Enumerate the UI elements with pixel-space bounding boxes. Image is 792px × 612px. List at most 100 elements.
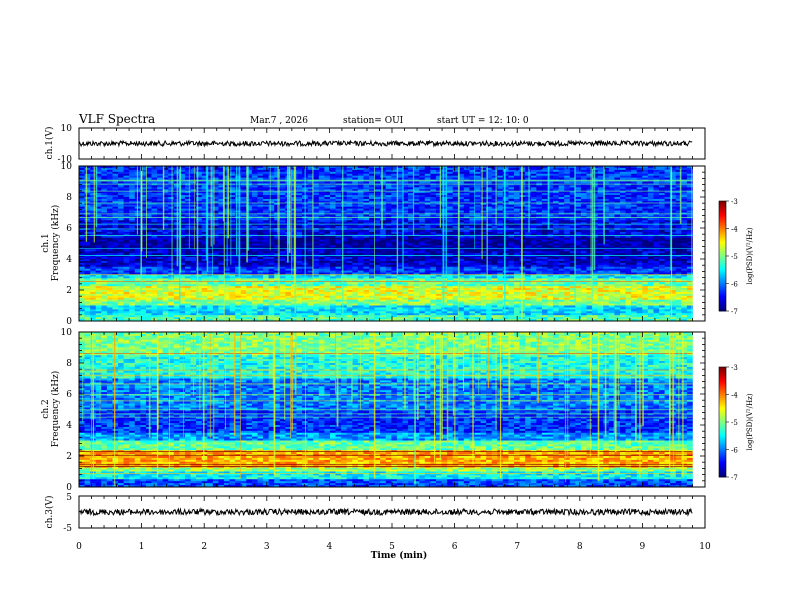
ch1-spectrogram-cell xyxy=(196,245,202,248)
ch1-spectrogram-cell xyxy=(90,191,97,194)
ch1-spectrogram-cell xyxy=(279,206,286,209)
ch1-spectrogram-cell xyxy=(140,169,147,173)
ch1-spectrogram-cell xyxy=(240,181,247,184)
ch1-spectrogram-cell xyxy=(402,195,409,198)
ch1-spectrogram-cell xyxy=(374,191,381,194)
ch1-spectrogram-cell xyxy=(419,206,426,209)
ch1-spectrogram-cell xyxy=(145,214,152,217)
ch1-spectrogram-cell xyxy=(530,173,537,176)
ch1-spectrogram-cell xyxy=(251,177,258,180)
ch1-spectrogram-cell xyxy=(363,177,370,180)
ch1-spectrogram-cell xyxy=(553,197,559,200)
ch1-spectrogram-cell xyxy=(558,229,565,233)
ch1-spectrogram-cell xyxy=(642,198,649,202)
ch1-spectrogram-cell xyxy=(642,169,649,173)
ch1-spectrogram-cell xyxy=(419,175,426,178)
ch1-spectrogram-cell xyxy=(580,169,587,173)
ch1-spectrogram-cell xyxy=(257,239,264,242)
ch1-spectrogram-cell xyxy=(145,239,152,242)
ch1-spectrogram-cell xyxy=(675,245,682,248)
ch1-spectrogram-cell xyxy=(625,237,632,240)
ch1-spectrogram-cell xyxy=(229,191,236,194)
ch1-spectrogram-cell xyxy=(541,202,548,206)
ch1-spectrogram-cell xyxy=(140,229,147,233)
ch1-spectrogram-cell xyxy=(118,193,124,196)
ch1-spectrogram-cell xyxy=(279,235,286,238)
ch1-spectrogram-cell xyxy=(235,204,242,207)
ch1-spectrogram-cell xyxy=(106,202,113,206)
ch1-spectrogram-cell xyxy=(402,167,409,171)
ch1-spectrogram-cell xyxy=(313,239,320,242)
ch1-spectrogram-cell xyxy=(352,177,359,180)
ch1-spectrogram-cell xyxy=(670,249,677,252)
ch1-spectrogram-cell xyxy=(636,222,643,225)
ch1-spectrogram-cell xyxy=(508,210,515,213)
ch1-spectrogram-cell xyxy=(235,251,242,254)
ch1-spectrogram-cell xyxy=(140,222,147,225)
ch1-spectrogram-cell xyxy=(497,167,504,171)
ch1-spectrogram-cell xyxy=(580,220,587,223)
ch1-spectrogram-cell xyxy=(458,177,465,180)
ch1-spectrogram-cell xyxy=(329,200,336,204)
ch1-spectrogram-cell xyxy=(140,173,147,176)
ch1-spectrogram-cell xyxy=(664,181,671,184)
ch1-spectrogram-cell xyxy=(346,200,353,204)
ch1-spectrogram-cell xyxy=(441,243,448,246)
ch1-spectrogram-cell xyxy=(151,171,158,175)
ch1-spectrogram-cell xyxy=(508,241,515,244)
ch1-spectrogram-cell xyxy=(558,166,565,169)
ch1-spectrogram-cell xyxy=(486,202,493,206)
ch1-spectrogram-cell xyxy=(636,173,643,176)
ch1-spectrogram-cell xyxy=(575,198,582,202)
ch1-spectrogram-cell xyxy=(268,177,275,180)
ch1-spectrogram-cell xyxy=(419,239,426,242)
ch1-spectrogram-cell xyxy=(547,239,554,242)
ch1-spectrogram-cell xyxy=(525,224,532,227)
ch1-spectrogram-cell xyxy=(218,249,225,252)
ch1-spectrogram-cell xyxy=(502,226,509,229)
ch1-spectrogram-cell xyxy=(90,198,97,202)
ch1-spectrogram-cell xyxy=(452,200,459,204)
ch1-spectrogram-cell xyxy=(112,166,119,169)
ch1-spectrogram-cell xyxy=(497,233,504,237)
ch1-spectrogram-cell xyxy=(229,183,236,186)
ch1-spectrogram-cell xyxy=(268,166,275,169)
ch1-spectrogram-cell xyxy=(251,210,258,213)
ch1-spectrogram-cell xyxy=(212,218,219,221)
ch1-spectrogram-cell xyxy=(352,233,359,237)
ch1-spectrogram-cell xyxy=(279,193,286,196)
ch1-spectrogram-cell xyxy=(558,193,565,196)
ch1-spectrogram-cell xyxy=(184,171,191,175)
ch1-spectrogram-cell xyxy=(586,249,593,252)
ch1-spectrogram-cell xyxy=(229,224,236,227)
ch1-spectrogram-cell xyxy=(564,171,571,175)
ch1-spectrogram-cell xyxy=(235,210,242,213)
ch1-spectrogram-cell xyxy=(307,175,314,178)
ch1-spectrogram-cell xyxy=(670,200,677,204)
ch1-spectrogram-cell xyxy=(608,197,615,200)
ch1-spectrogram-cell xyxy=(229,198,236,202)
ch1-spectrogram-cell xyxy=(653,239,660,242)
ch1-spectrogram-cell xyxy=(558,187,565,190)
ch1-spectrogram-cell xyxy=(396,189,403,192)
ch1-spectrogram-cell xyxy=(625,206,632,209)
ch1-spectrogram-cell xyxy=(631,200,638,204)
ch1-spectrogram-cell xyxy=(162,197,169,200)
ch1-spectrogram-cell xyxy=(647,173,654,176)
ch1-spectrogram-cell xyxy=(441,197,448,200)
ch1-spectrogram-cell xyxy=(246,226,253,229)
ch1-spectrogram-cell xyxy=(408,166,414,169)
ch1-spectrogram-cell xyxy=(558,169,565,173)
ch1-spectrogram-cell xyxy=(675,239,682,242)
ch1-spectrogram-cell xyxy=(619,241,626,244)
ch1-spectrogram-cell xyxy=(608,226,615,229)
ch1-spectrogram-cell xyxy=(129,169,136,173)
ch1-spectrogram-cell xyxy=(179,197,186,200)
ch1-spectrogram-cell xyxy=(408,235,414,238)
ch1-spectrogram-cell xyxy=(608,214,615,217)
ch1-spectrogram-cell xyxy=(229,189,236,192)
ch1-spectrogram-cell xyxy=(558,173,565,176)
ch1-spectrogram-cell xyxy=(123,193,130,196)
ch1-spectrogram-cell xyxy=(90,175,97,178)
ch1-spectrogram-cell xyxy=(463,167,470,171)
